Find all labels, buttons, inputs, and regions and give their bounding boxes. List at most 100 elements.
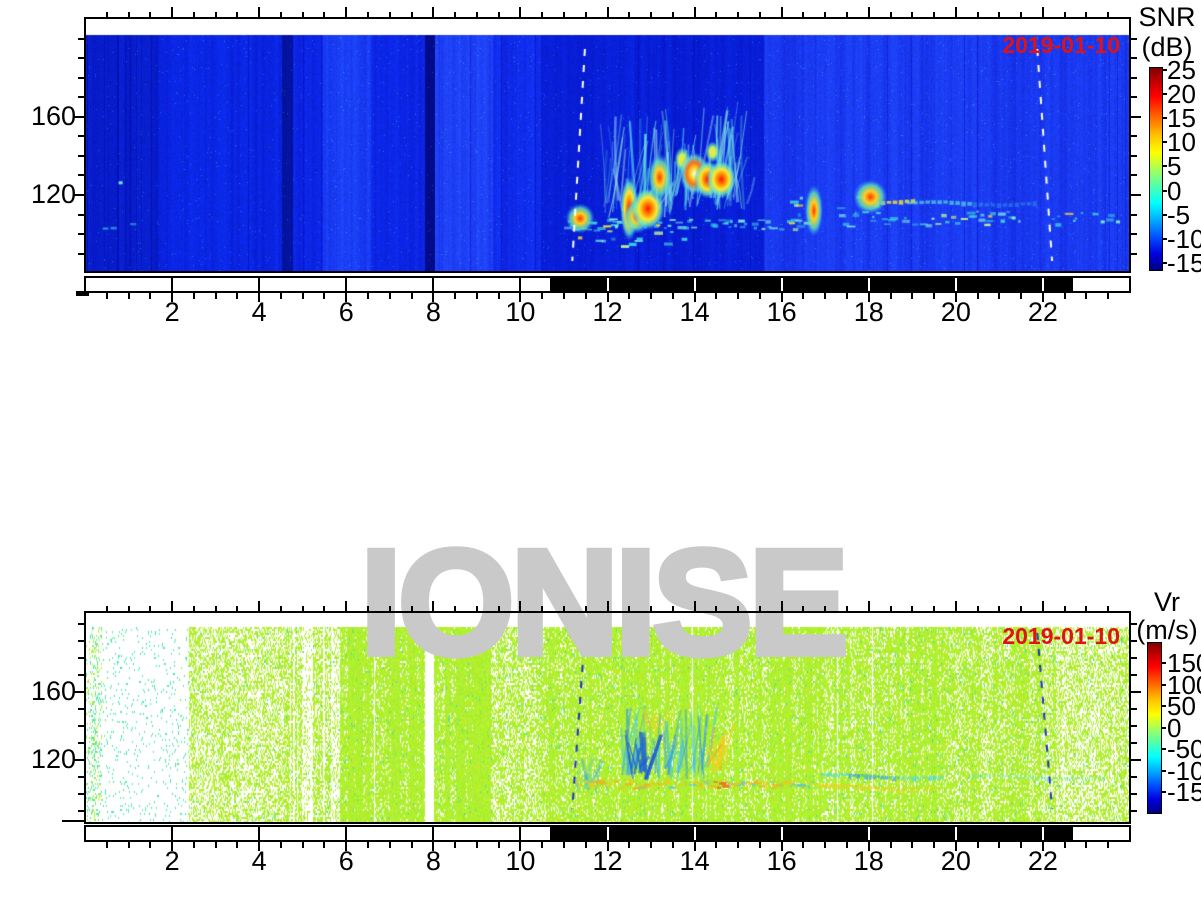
snr-y-tick-left — [78, 96, 84, 99]
snr-x-tick-bottom — [911, 293, 914, 299]
snr-x-tick-bottom — [954, 293, 957, 302]
snr-x-tick-label: 6 — [338, 297, 354, 327]
snr-x-tick-top — [475, 12, 478, 17]
vr-x-tick-bottom — [367, 842, 370, 848]
vr-x-tick-top — [802, 606, 805, 611]
vr-y-tick-left — [78, 776, 84, 778]
snr-x-tick-label: 8 — [425, 297, 441, 327]
vr-x-tick-bottom — [780, 842, 783, 851]
vr-x-tick-bottom — [889, 842, 892, 848]
vr-x-tick-top — [758, 606, 761, 611]
snr-colorbar-tick — [1163, 189, 1167, 192]
vr-x-tick-top — [584, 606, 587, 611]
vr-x-tick-top — [236, 606, 239, 611]
snr-night-shading — [550, 278, 1073, 291]
vr-x-tick-bottom — [236, 842, 239, 848]
snr-x-tick-top — [693, 7, 696, 17]
vr-x-tick-top — [780, 601, 783, 611]
vr-x-tick-top — [671, 606, 674, 611]
snr-x-tick-top — [1020, 12, 1023, 17]
vr-x-tick-bottom — [149, 842, 152, 848]
snr-x-tick-label: 20 — [940, 297, 971, 327]
vr-x-tick-bottom — [475, 842, 478, 848]
snr-day-night-bar — [84, 276, 1131, 293]
snr-x-tick-top — [432, 7, 435, 17]
vr-x-tick-top — [954, 601, 957, 611]
snr-x-tick-top — [388, 12, 391, 17]
vr-x-tick-top — [541, 606, 544, 611]
vr-x-tick-top — [1041, 601, 1044, 611]
snr-x-tick-top — [998, 12, 1001, 17]
vr-x-tick-bottom — [454, 842, 457, 848]
vr-x-tick-bottom — [1063, 842, 1066, 848]
snr-y-tick-left — [78, 154, 84, 157]
snr-date-label: 2019-01-10 — [1002, 32, 1120, 58]
vr-bar-gridline — [432, 827, 435, 840]
snr-x-tick-top — [976, 12, 979, 17]
vr-colorbar-tick-label: -50 — [1167, 734, 1201, 764]
snr-colorbar-title: SNR — [1138, 2, 1196, 32]
snr-colorbar — [1149, 67, 1163, 271]
vr-colorbar-tick — [1162, 705, 1166, 707]
vr-x-tick-top — [258, 601, 261, 611]
vr-x-tick-bottom — [1107, 842, 1110, 848]
vr-bar-gridline — [1041, 827, 1044, 840]
snr-y-tick-left — [74, 115, 84, 118]
snr-x-tick-bottom — [192, 293, 195, 299]
vr-y-tick-right — [1131, 759, 1141, 761]
vr-x-tick-label: 8 — [425, 846, 441, 876]
snr-bar-gridline — [1041, 278, 1044, 291]
vr-colorbar-tick — [1162, 791, 1166, 793]
snr-x-tick-bottom — [171, 293, 174, 302]
snr-x-tick-top — [1041, 7, 1044, 17]
snr-x-tick-bottom — [780, 293, 783, 302]
snr-bar-gridline — [258, 278, 261, 291]
snr-colorbar-tick — [1163, 213, 1167, 216]
snr-heatmap-canvas — [86, 19, 1129, 271]
snr-bar-gridline — [693, 278, 696, 291]
snr-x-tick-top — [105, 12, 108, 17]
vr-colorbar-tick — [1162, 769, 1166, 772]
vr-colorbar-tick-label: 50 — [1167, 691, 1196, 721]
snr-y-tick-left — [78, 37, 84, 40]
snr-y-tick-right — [1131, 96, 1137, 99]
snr-y-tick-left — [78, 57, 84, 60]
vr-x-tick-bottom — [171, 842, 174, 851]
snr-colorbar-tick-label: 5 — [1167, 151, 1182, 182]
vr-x-tick-bottom — [693, 842, 696, 851]
vr-colorbar-tick — [1162, 726, 1166, 729]
snr-x-tick-top — [127, 12, 130, 17]
vr-x-tick-top — [192, 606, 195, 611]
snr-x-tick-bottom — [998, 293, 1001, 299]
snr-x-tick-bottom — [258, 293, 261, 302]
vr-bar-gridline — [171, 827, 174, 840]
vr-x-tick-top — [715, 606, 718, 611]
vr-x-tick-bottom — [976, 842, 979, 848]
vr-x-tick-top — [845, 606, 848, 611]
snr-x-tick-bottom — [410, 293, 413, 299]
vr-y-tick-right — [1131, 708, 1137, 710]
vr-colorbar-tick-label: -150 — [1167, 777, 1201, 807]
vr-bar-gridline — [519, 827, 522, 840]
snr-y-tick-right — [1131, 115, 1141, 118]
vr-x-tick-label: 14 — [679, 846, 710, 876]
vr-x-tick-top — [475, 606, 478, 611]
vr-y-tick-label: 120 — [30, 744, 76, 774]
snr-x-tick-top — [541, 12, 544, 17]
snr-bar-gridline — [780, 278, 783, 291]
snr-x-tick-bottom — [562, 293, 565, 299]
snr-x-tick-top — [519, 7, 522, 17]
vr-night-shading — [550, 827, 1073, 840]
vr-y-tick-left — [74, 691, 84, 693]
snr-x-tick-label: 14 — [679, 297, 710, 327]
vr-x-tick-top — [171, 601, 174, 611]
vr-x-tick-top — [824, 606, 827, 611]
vr-colorbar-tick — [1162, 683, 1166, 686]
snr-x-tick-label: 12 — [592, 297, 623, 327]
vr-x-tick-top — [650, 606, 653, 611]
snr-x-tick-bottom — [650, 293, 653, 299]
vr-x-tick-bottom — [410, 842, 413, 848]
vr-x-tick-top — [301, 606, 304, 611]
snr-y-tick-right — [1131, 213, 1137, 216]
